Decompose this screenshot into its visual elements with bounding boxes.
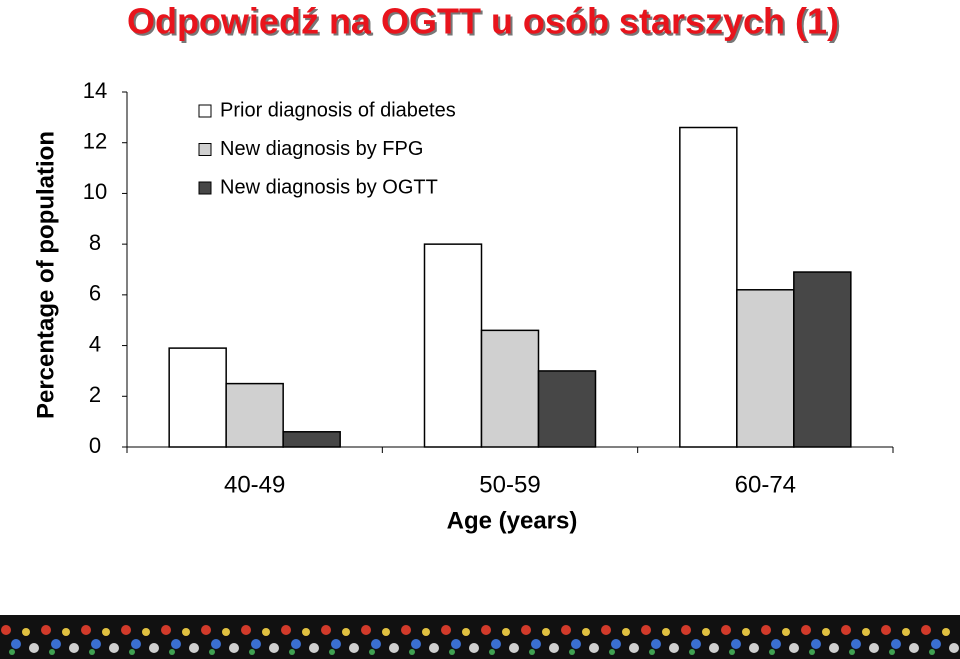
y-tick-label: 10 [83,179,107,204]
bar [480,329,540,448]
legend-swatch [198,143,212,156]
title-shadow: Odpowiedź na OGTT u osób starszych (1) [129,3,841,44]
bar [679,126,738,448]
bar [537,370,597,448]
bar [168,347,227,448]
y-tick-label: 14 [83,78,107,103]
bar [423,243,483,448]
y-axis-title: Percentage of population [32,131,59,419]
legend-swatch [198,104,212,118]
y-tick-label: 2 [89,382,101,407]
bar [282,431,341,448]
legend-swatch [198,181,212,195]
y-tick-label: 6 [89,281,101,306]
bar [225,382,284,448]
bar [736,289,795,448]
y-tick-label: 8 [89,230,101,255]
decorative-strip [0,615,960,659]
legend-label: Prior diagnosis of diabetes [220,99,456,121]
y-tick-label: 4 [89,331,101,356]
x-tick-label: 60-74 [735,471,796,498]
y-tick-label: 0 [89,433,101,458]
legend-label: New diagnosis by OGTT [220,176,438,198]
x-axis-title: Age (years) [447,507,578,534]
x-tick-label: 40-49 [224,471,285,498]
bar [793,271,852,448]
legend-label: New diagnosis by FPG [220,138,423,160]
chart-title: Odpowiedź na OGTT u osób starszych (1) [127,1,839,42]
y-tick-label: 12 [83,129,107,154]
x-tick-label: 50-59 [479,471,540,498]
